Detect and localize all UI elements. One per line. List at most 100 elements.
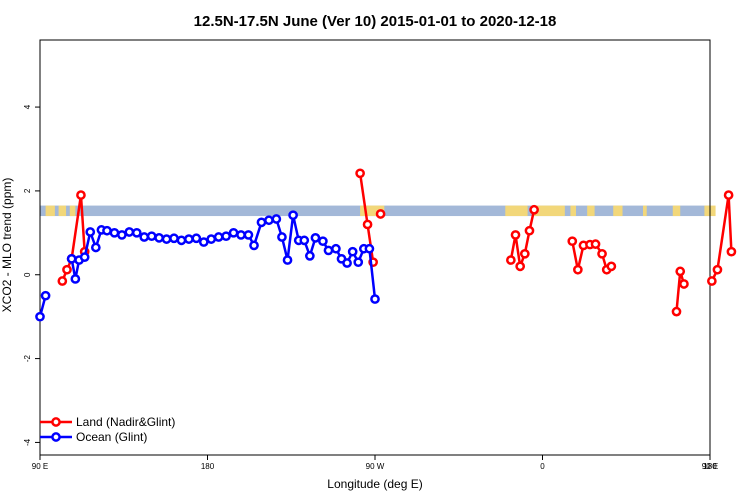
y-axis: -4 -2 0 2 4 (23, 104, 40, 446)
land-patch (505, 205, 528, 217)
data-point (515, 261, 526, 272)
x-tick-label: 90 E (702, 462, 718, 471)
data-point (139, 232, 150, 242)
land-patch (613, 205, 623, 217)
data-point (370, 294, 380, 304)
data-point (256, 217, 267, 228)
series-ocean (35, 210, 380, 322)
data-point (318, 236, 328, 247)
data-point (347, 246, 358, 257)
x-axis-label: Longitude (deg E) (327, 477, 422, 491)
data-point (342, 258, 352, 268)
data-point (146, 231, 157, 242)
data-point (671, 306, 682, 317)
data-point (79, 252, 90, 262)
data-point (161, 234, 172, 244)
x-tick-label: 180 (201, 462, 215, 471)
y-tick-label: 0 (23, 272, 32, 277)
data-point (364, 243, 375, 254)
data-point (305, 251, 315, 261)
data-point (243, 230, 254, 240)
data-point (191, 233, 202, 244)
land-patch (672, 205, 681, 217)
x-tick-label: 0 (540, 462, 545, 471)
data-point (288, 210, 298, 221)
data-point (355, 168, 365, 179)
data-point (66, 253, 77, 264)
data-point (85, 227, 96, 237)
data-point (331, 243, 341, 254)
data-point (131, 227, 142, 238)
data-point (519, 248, 530, 259)
data-point (221, 231, 231, 242)
data-point (277, 232, 287, 242)
y-tick-label: -2 (23, 354, 32, 362)
y-axis-label: XCO2 - MLO trend (ppm) (0, 178, 14, 313)
data-point (353, 257, 364, 268)
data-point (109, 227, 120, 238)
data-point (567, 236, 578, 247)
data-point (213, 232, 224, 242)
legend-ocean-marker (51, 432, 61, 442)
data-point (264, 215, 274, 226)
land-patch (587, 205, 595, 217)
y-tick-label: 2 (23, 188, 32, 193)
data-point (299, 235, 310, 246)
data-point (40, 290, 51, 301)
land-patch (643, 205, 647, 217)
data-point (510, 230, 521, 240)
land-patch (58, 205, 67, 217)
data-point (117, 230, 127, 240)
data-point (707, 276, 717, 286)
data-point (723, 190, 734, 200)
data-point (590, 239, 601, 249)
data-point (76, 190, 86, 200)
data-point (90, 242, 101, 253)
land-patch (570, 205, 576, 217)
y-tick-label: -4 (23, 438, 32, 446)
data-point (506, 255, 516, 265)
data-point (606, 261, 617, 272)
x-tick-label: 90 E (32, 462, 48, 471)
data-point (282, 255, 293, 265)
legend-land-label: Land (Nadir&Glint) (76, 415, 175, 429)
data-point (310, 233, 321, 243)
data-point (597, 248, 607, 259)
data-point (675, 266, 686, 277)
land-patch (45, 205, 55, 217)
chart-title: 12.5N-17.5N June (Ver 10) 2015-01-01 to … (194, 13, 557, 30)
land-patch (533, 205, 565, 217)
y-tick-label: 4 (23, 104, 32, 109)
data-point (573, 264, 583, 275)
data-point (102, 225, 112, 236)
series-line (70, 214, 377, 300)
plot-frame (39, 39, 711, 456)
data-point (236, 230, 246, 240)
data-point (529, 204, 539, 215)
land-patch (360, 205, 385, 217)
data-point (169, 233, 179, 244)
legend-land-marker (51, 417, 61, 427)
x-tick-label: 90 W (366, 462, 385, 471)
data-point (524, 225, 535, 236)
data-point (228, 227, 239, 238)
data-point (375, 209, 386, 219)
data-point (62, 264, 72, 275)
series-line (675, 271, 686, 312)
data-point (271, 214, 282, 224)
data-point (184, 234, 194, 244)
legend: Land (Nadir&Glint) Ocean (Glint) (40, 415, 175, 444)
data-point (124, 227, 135, 237)
data-point (70, 274, 81, 284)
data-point (726, 246, 737, 257)
data-point (198, 237, 209, 247)
data-point (35, 311, 45, 322)
data-point (362, 219, 373, 230)
series-group (35, 168, 737, 322)
data-point (176, 235, 187, 246)
data-point (206, 234, 217, 244)
data-point (712, 264, 723, 275)
data-point (323, 245, 334, 256)
